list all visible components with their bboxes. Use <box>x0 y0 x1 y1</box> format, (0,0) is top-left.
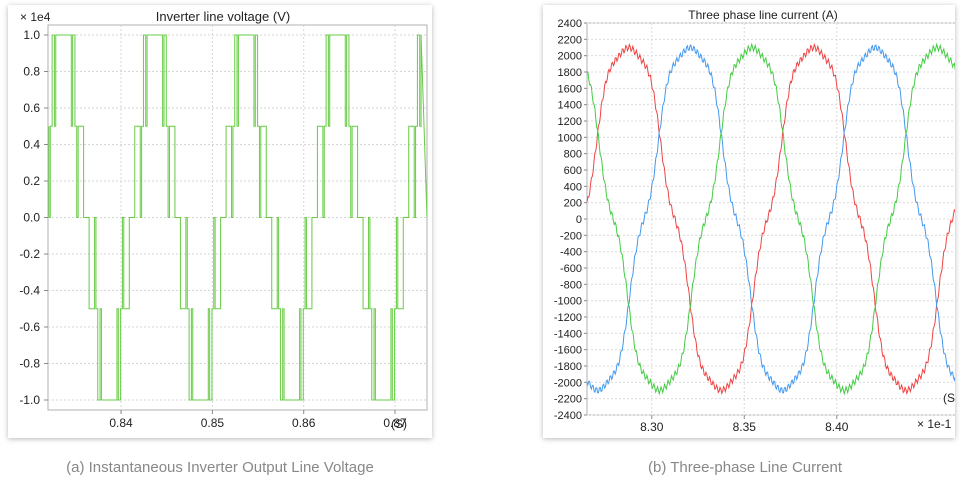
current-series-line-3 <box>586 42 958 396</box>
y-tick-label: 400 <box>564 181 582 193</box>
voltage-chart: 1.0 0.8 0.6 0.4 0.2 0.0 -0.2 -0.4 -0.6 -0.8 -1.0 0… <box>19 9 428 431</box>
figure-caption: (b) Three-phase Line Current <box>648 459 842 476</box>
y-tick-label: -1600 <box>554 345 582 357</box>
current-series-line-2 <box>586 44 958 394</box>
y-tick-labels: 2400220020001800160014001200100080060040… <box>554 18 582 422</box>
x-tick-label: 8.30 <box>640 420 664 434</box>
current-series-line-1 <box>586 42 958 396</box>
y-tick-label: 1400 <box>558 100 582 112</box>
y-tick-label: -0.2 <box>19 247 40 261</box>
y-tick-label: -2400 <box>554 410 582 422</box>
y-tick-label: -1000 <box>554 296 582 308</box>
x-tick-label: 0.85 <box>201 416 225 430</box>
figure-line-current: 2400 2200 2000 1800 1600 1400 1200 1000 800 600 40… <box>485 0 970 485</box>
x-tick-label: 0.87 <box>383 416 407 430</box>
y-tick-label: 1800 <box>558 67 582 79</box>
chart-panel-current: 2400 2200 2000 1800 1600 1400 1200 1000 800 600 40… <box>543 5 958 438</box>
y-tick-label: -0.8 <box>19 357 40 371</box>
chart-title: Inverter line voltage (V) <box>156 9 290 24</box>
y-tick-label: 0.2 <box>23 174 40 188</box>
x-tick-label: 0.86 <box>292 416 316 430</box>
x-tick-label: 0.84 <box>109 416 133 430</box>
y-tick-label: 0.6 <box>23 101 40 115</box>
y-tick-label: -200 <box>560 230 582 242</box>
y-tick-labels: 1.0 0.8 0.6 0.4 0.2 0.0 -0.2 -0.4 -0.6 -0.8 -1.0 <box>19 28 40 407</box>
figure-inverter-voltage: 1.0 0.8 0.6 0.4 0.2 0.0 -0.2 -0.4 -0.6 -0.8 -1.0 0… <box>8 5 432 476</box>
y-tick-label: 0.0 <box>23 211 40 225</box>
x-axis-label: (S <box>943 391 955 405</box>
y-tick-label: 2000 <box>558 51 582 63</box>
y-tick-label: -400 <box>560 247 582 259</box>
y-tick-label: -1200 <box>554 312 582 324</box>
y-multiplier-label: × 1e4 <box>20 10 51 24</box>
x-tick-label: 8.35 <box>733 420 757 434</box>
x-tick-label: 8.40 <box>825 420 849 434</box>
y-tick-label: 0.8 <box>23 65 40 79</box>
current-chart: 2400220020001800160014001200100080060040… <box>554 8 958 434</box>
y-tick-label: 1000 <box>558 132 582 144</box>
y-tick-label: 800 <box>564 149 582 161</box>
series-group <box>586 42 958 396</box>
y-tick-label: 0 <box>576 214 582 226</box>
y-tick-label: -2200 <box>554 394 582 406</box>
chart-title: Three phase line current (A) <box>688 8 837 22</box>
x-tick-labels: 8.30 8.35 8.40 <box>640 420 849 434</box>
y-tick-label: 1200 <box>558 116 582 128</box>
voltage-series-line <box>48 34 428 401</box>
y-tick-label: 1.0 <box>23 28 40 42</box>
y-tick-label: 1600 <box>558 83 582 95</box>
y-tick-label: -1800 <box>554 361 582 373</box>
y-tick-label: -2000 <box>554 377 582 389</box>
chart-panel-voltage: 1.0 0.8 0.6 0.4 0.2 0.0 -0.2 -0.4 -0.6 -0.8 -1.0 0… <box>8 5 432 438</box>
x-multiplier-label: × 1e-1 <box>917 417 952 431</box>
y-tick-label: -0.4 <box>19 284 40 298</box>
y-tick-label: 200 <box>564 198 582 210</box>
y-tick-label: -800 <box>560 279 582 291</box>
y-tick-label: -600 <box>560 263 582 275</box>
y-tick-label: -0.6 <box>19 320 40 334</box>
y-tick-label: 2200 <box>558 34 582 46</box>
figure-caption: (a) Instantaneous Inverter Output Line V… <box>66 459 374 476</box>
y-tick-label: 600 <box>564 165 582 177</box>
y-tick-label: 0.4 <box>23 138 40 152</box>
x-axis-label: (S) <box>391 417 407 431</box>
y-tick-label: -1400 <box>554 328 582 340</box>
series-group <box>48 34 428 401</box>
x-tick-labels: 0.84 0.85 0.86 0.87 <box>109 416 407 430</box>
y-tick-label: 2400 <box>558 18 582 30</box>
y-tick-label: -1.0 <box>19 393 40 407</box>
